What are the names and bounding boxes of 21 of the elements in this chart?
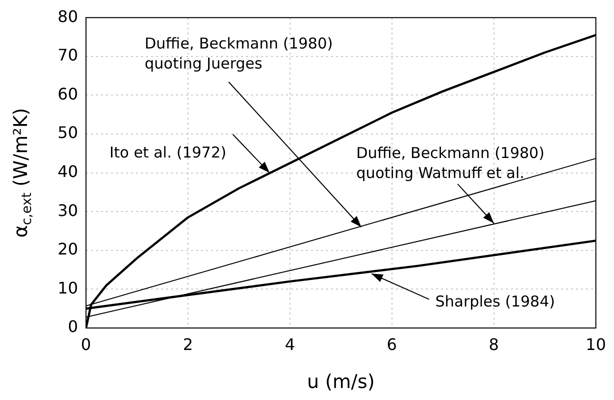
annotation: Ito et al. (1972): [109, 143, 226, 162]
annotation: Duffie, Beckmann (1980) quoting Juerges: [144, 34, 333, 72]
y-tick-label: 20: [58, 240, 78, 259]
y-tick-label: 60: [58, 84, 78, 104]
y-tick-label: 80: [58, 6, 78, 26]
x-tick-label: 6: [386, 334, 397, 354]
y-tick-label: 40: [58, 162, 78, 181]
x-tick-label: 2: [182, 334, 194, 354]
y-tick-label: 50: [58, 123, 78, 142]
y-tick-label: 10: [58, 278, 78, 298]
y-tick-label: 0: [68, 317, 78, 336]
annotation: Duffie, Beckmann (1980) quoting Watmuff et al.: [356, 144, 544, 182]
x-tick-label: 0: [80, 334, 92, 354]
x-tick-label: 4: [284, 334, 296, 354]
x-tick-label: 8: [488, 334, 499, 354]
y-tick-label: 70: [58, 46, 78, 65]
x-axis-title: u (m/s): [307, 370, 375, 393]
x-tick-label: 10: [586, 334, 606, 354]
y-tick-label: 30: [58, 200, 78, 220]
annotation: Sharples (1984): [435, 292, 555, 310]
y-axis-title: αc,ext (W/m²K): [10, 108, 36, 238]
